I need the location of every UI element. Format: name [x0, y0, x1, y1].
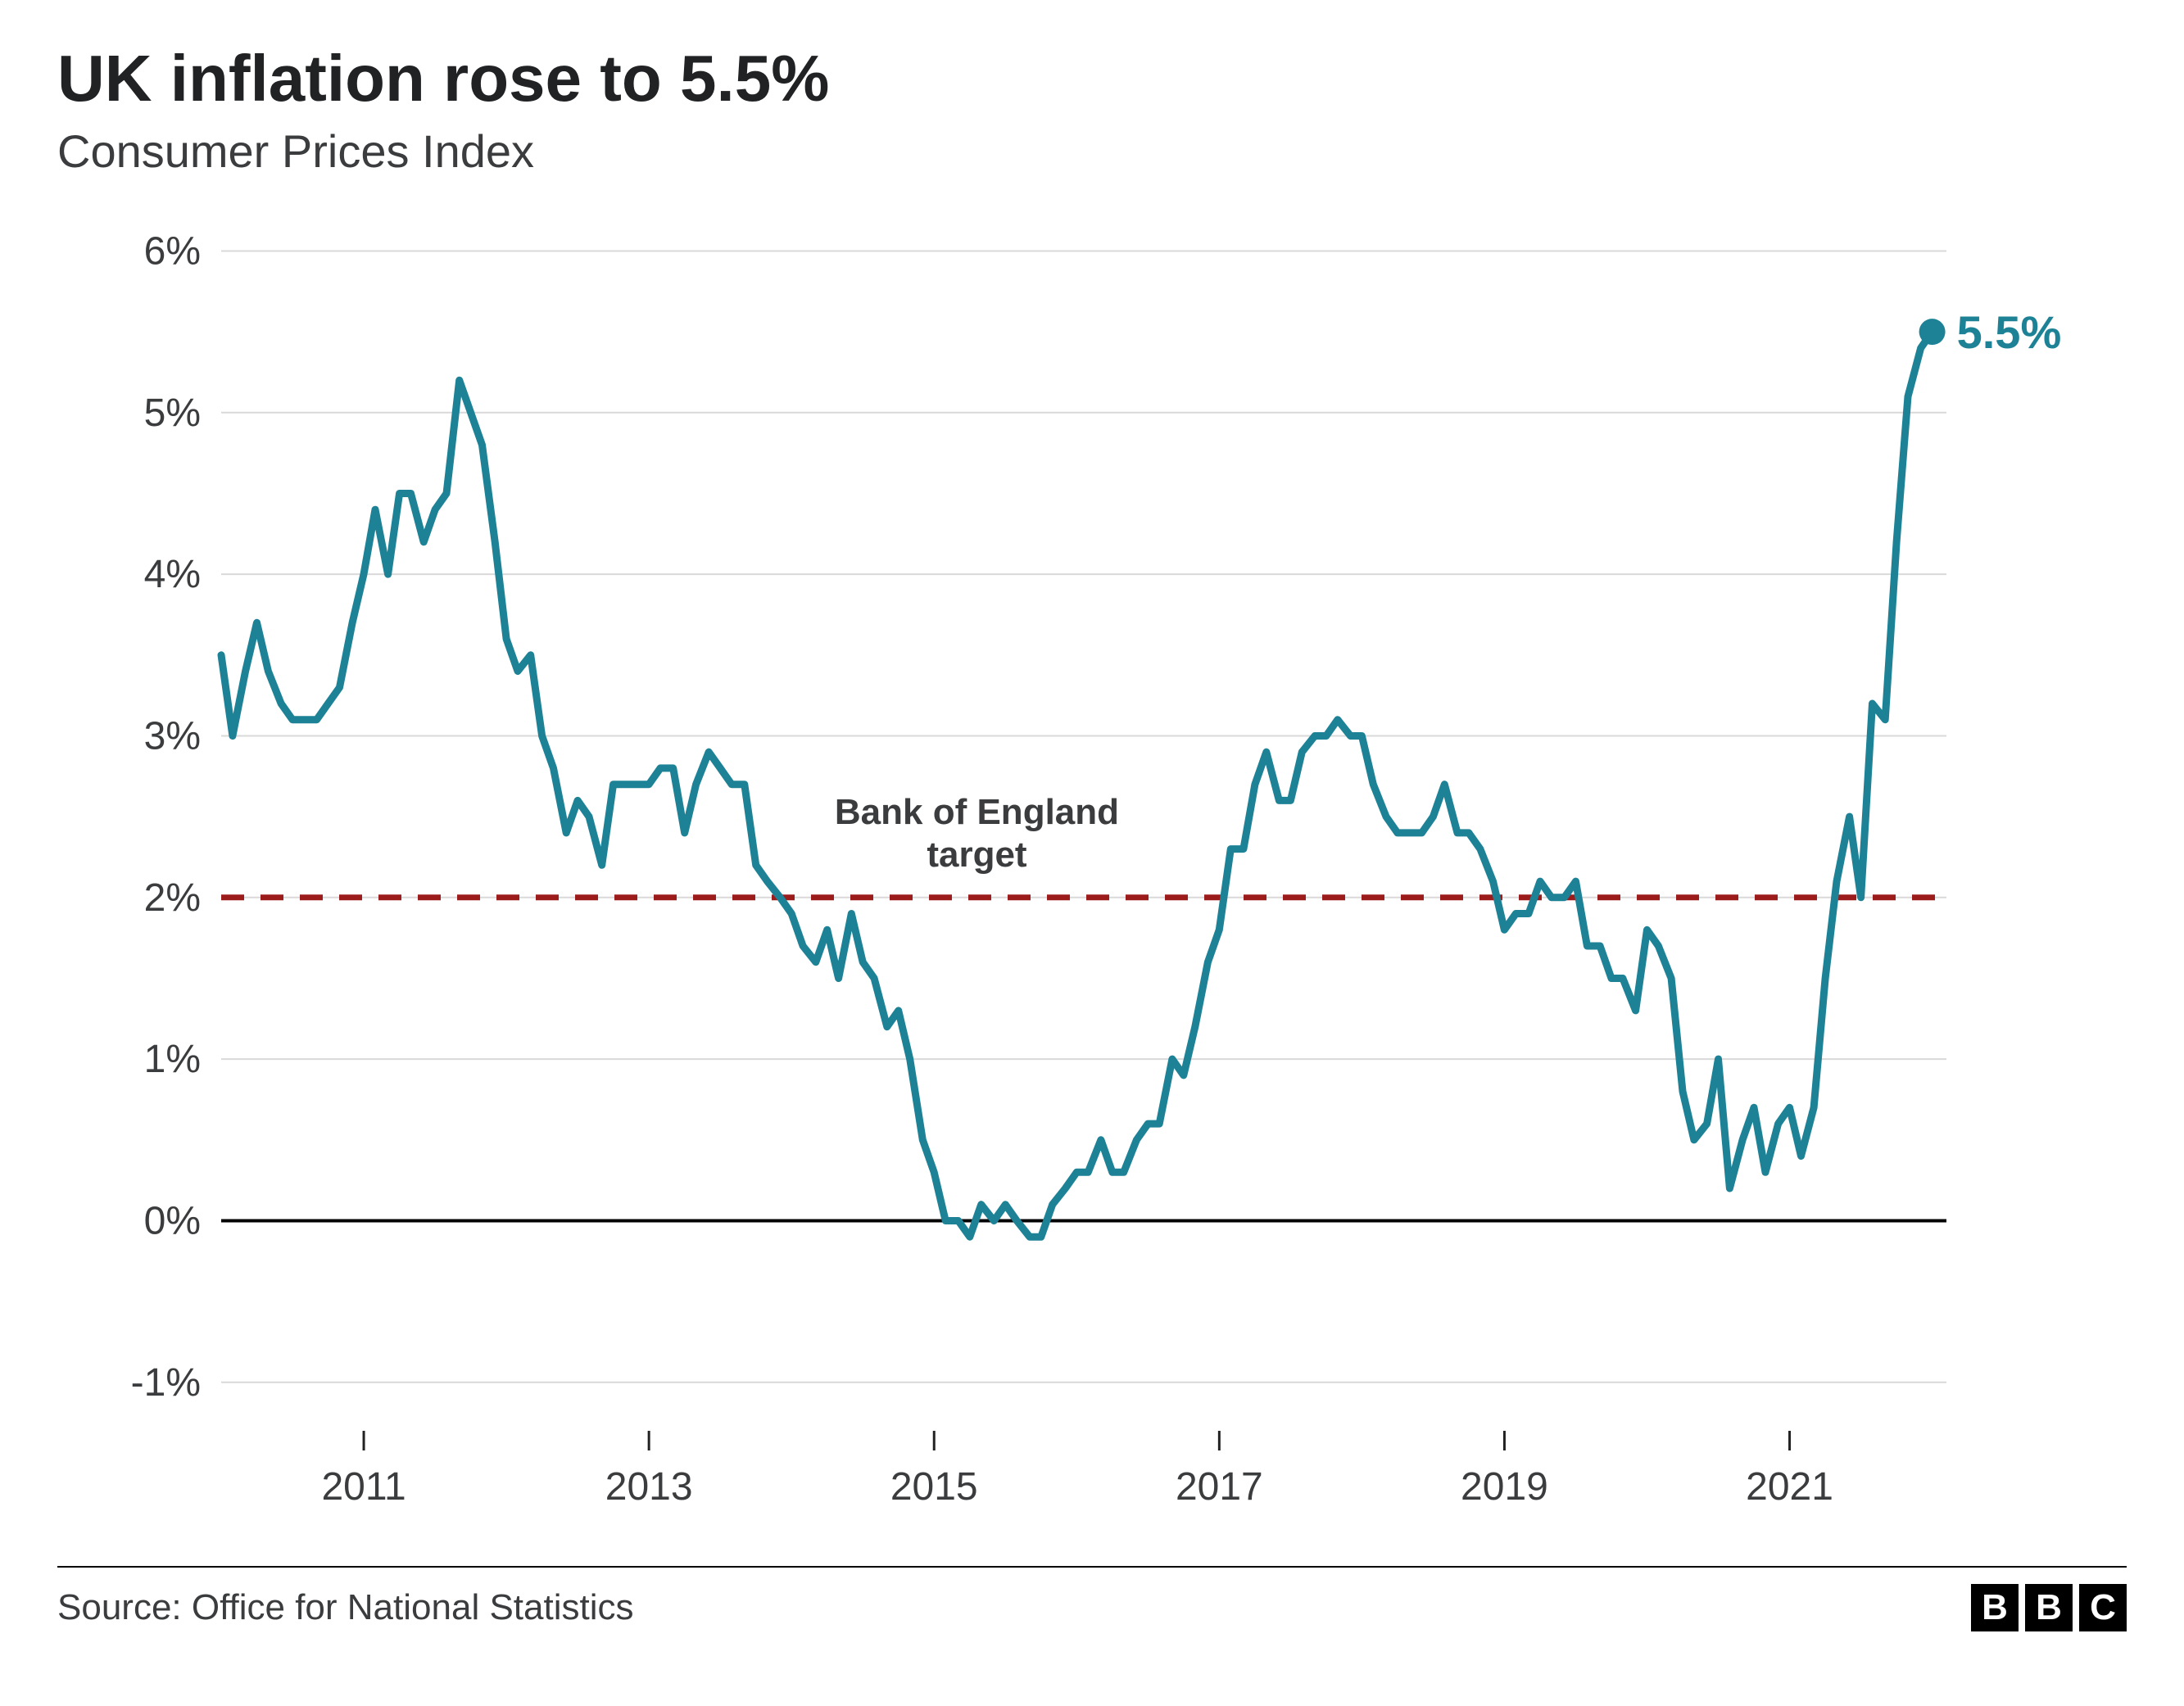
y-axis-label: 5% — [144, 391, 201, 435]
endpoint-marker — [1919, 319, 1946, 345]
x-axis-label: 2019 — [1461, 1465, 1548, 1509]
bbc-logo-letter: C — [2079, 1584, 2127, 1631]
source-text: Source: Office for National Statistics — [57, 1587, 633, 1628]
endpoint-label: 5.5% — [1957, 306, 2062, 358]
chart-svg: -1% 0% 1% 2% 3% 4% 5% 6% Bank of Englandtarget 20… — [57, 202, 2127, 1545]
x-axis-label: 2017 — [1176, 1465, 1263, 1509]
bbc-logo-letter: B — [2025, 1584, 2073, 1631]
x-axis-label: 2013 — [605, 1465, 693, 1509]
bbc-logo-letter: B — [1971, 1584, 2019, 1631]
y-axis-label: 6% — [144, 229, 201, 273]
y-axis-label: 4% — [144, 553, 201, 596]
y-axis-label: 2% — [144, 876, 201, 920]
y-axis-label: 3% — [144, 714, 201, 758]
chart-subtitle: Consumer Prices Index — [57, 124, 2127, 178]
target-label: Bank of England — [835, 792, 1119, 832]
chart-container: UK inflation rose to 5.5% Consumer Price… — [0, 0, 2184, 1706]
x-axis-label: 2021 — [1746, 1465, 1833, 1509]
x-axis-label: 2011 — [321, 1465, 406, 1509]
chart-title: UK inflation rose to 5.5% — [57, 41, 2127, 116]
chart-plot-area: -1% 0% 1% 2% 3% 4% 5% 6% Bank of Englandtarget 20… — [57, 202, 2127, 1550]
chart-footer: Source: Office for National Statistics B… — [57, 1566, 2127, 1631]
y-axis-label: 1% — [144, 1038, 201, 1081]
y-axis-label: -1% — [131, 1361, 201, 1405]
inflation-line — [221, 332, 1933, 1237]
bbc-logo: B B C — [1971, 1584, 2127, 1631]
y-axis-label: 0% — [144, 1199, 201, 1242]
x-axis-label: 2015 — [890, 1465, 978, 1509]
target-label: target — [927, 835, 1027, 875]
